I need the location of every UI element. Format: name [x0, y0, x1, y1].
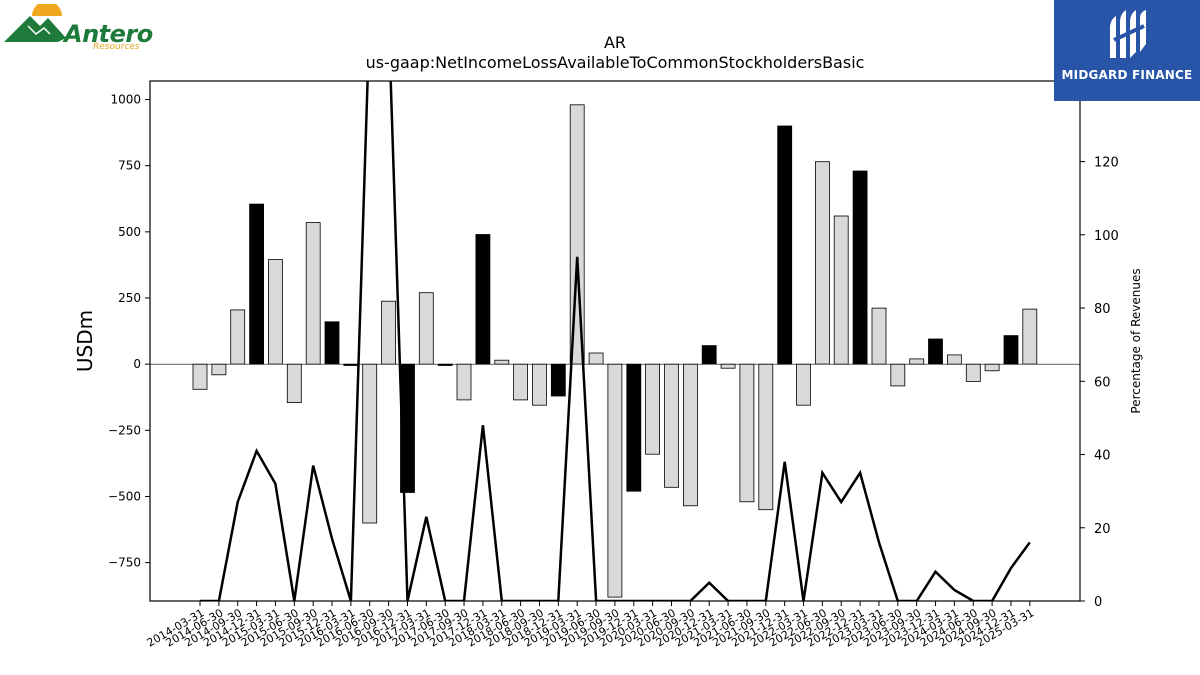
bar-2024-12-31: [1003, 335, 1019, 365]
midgard-emblem-icon: [1110, 10, 1146, 58]
bar-2017-09-30: [456, 363, 472, 401]
y2-tick-label: 40: [1094, 449, 1111, 464]
percentage-line: [200, 81, 1031, 601]
midgard-finance-logo: MIDGARD FINANCE: [1054, 0, 1200, 101]
y-tick-label: −750: [108, 556, 141, 570]
bar-2021-12-31: [777, 125, 793, 365]
y-tick-label: 1000: [110, 93, 141, 107]
y-tick-label: 500: [118, 225, 141, 239]
bar-2018-12-31: [550, 363, 566, 397]
antero-logo-word: Antero: [64, 20, 153, 48]
bar-2023-09-30: [909, 358, 925, 365]
bar-2023-06-30: [890, 363, 906, 387]
bar-2024-09-30: [984, 363, 1000, 372]
bar-series: [192, 104, 1038, 598]
left-axis-ticks: −750 −500 −250 0 250 500 750 1000: [108, 93, 150, 570]
bar-2025-03-31: [1022, 308, 1038, 365]
antero-logo-sub: Resources: [93, 42, 140, 52]
percentage-line-series: [200, 81, 1031, 601]
bar-2024-03-31: [947, 354, 962, 365]
y2-axis-label: Percentage of Revenues: [1129, 268, 1143, 413]
bar-2017-03-31: [418, 292, 434, 365]
bar-2015-06-30: [286, 363, 302, 404]
bar-2014-12-31: [249, 203, 265, 365]
bar-2022-09-30: [833, 215, 849, 365]
antero-logo: Antero Resources: [4, 1, 153, 54]
bar-2015-09-30: [305, 222, 321, 365]
bar-2021-06-30: [739, 363, 755, 503]
y-tick-label: 250: [118, 291, 141, 305]
bar-2024-06-30: [965, 363, 981, 382]
y-axis-label: USDm: [73, 310, 97, 372]
y-tick-label: −500: [108, 489, 141, 503]
bar-2018-06-30: [513, 363, 528, 401]
y2-tick-label: 80: [1094, 302, 1111, 317]
y2-tick-label: 120: [1094, 156, 1119, 171]
bar-2022-12-31: [852, 170, 868, 365]
bar-2019-12-31: [626, 363, 642, 492]
y-tick-label: 750: [118, 159, 141, 173]
right-axis-ticks: 0 20 40 60 80 100 120: [1080, 156, 1119, 610]
antero-mountain-icon: [4, 1, 66, 42]
bar-2019-06-30: [588, 352, 604, 365]
bar-2021-03-31: [720, 363, 736, 369]
bar-2019-09-30: [607, 363, 623, 598]
bar-2022-06-30: [815, 161, 830, 365]
y2-tick-label: 20: [1094, 522, 1111, 537]
midgard-finance-text: MIDGARD FINANCE: [1061, 68, 1193, 82]
bar-2020-06-30: [664, 363, 679, 488]
bar-2021-09-30: [758, 363, 774, 511]
bar-2023-03-31: [871, 307, 887, 365]
chart-title: AR: [604, 33, 626, 52]
bar-2022-03-31: [796, 363, 811, 406]
y2-tick-label: 100: [1094, 229, 1119, 244]
bar-2015-12-31: [324, 321, 340, 365]
bar-2014-06-30: [211, 363, 227, 376]
bar-2020-09-30: [683, 363, 698, 507]
bar-2014-09-30: [230, 309, 246, 365]
bar-2018-03-31: [494, 359, 510, 365]
bar-2017-12-31: [475, 234, 491, 365]
bar-2014-03-31: [192, 363, 208, 390]
y-tick-label: 0: [133, 357, 141, 371]
y-tick-label: −250: [108, 423, 141, 437]
x-axis-ticks: 2014-03-312014-06-302014-09-302014-12-31…: [145, 601, 1036, 650]
bar-2020-12-31: [701, 345, 717, 365]
bar-2016-06-30: [362, 363, 378, 524]
bar-2023-12-31: [928, 338, 943, 365]
bar-2015-03-31: [267, 259, 283, 365]
y2-tick-label: 60: [1094, 375, 1111, 390]
y2-tick-label: 0: [1094, 595, 1102, 610]
chart-subtitle: us-gaap:NetIncomeLossAvailableToCommonSt…: [366, 53, 865, 72]
bar-2016-09-30: [381, 300, 397, 365]
bar-2020-03-31: [645, 363, 660, 455]
bar-2018-09-30: [532, 363, 547, 406]
